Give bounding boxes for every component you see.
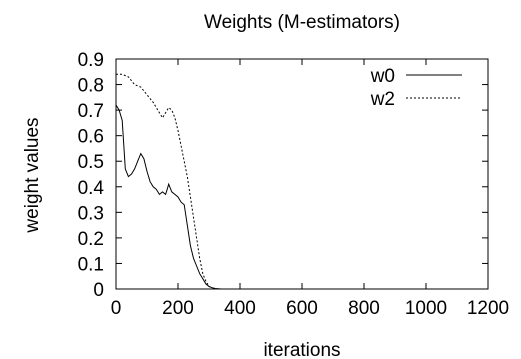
series-line-w0 <box>115 104 426 290</box>
x-tick-label: 0 <box>111 298 122 319</box>
x-tick-label: 600 <box>286 298 318 319</box>
x-tick-label: 400 <box>224 298 256 319</box>
x-tick-label: 800 <box>348 298 380 319</box>
x-axis-label: iterations <box>263 340 340 359</box>
legend-label-w2: w2 <box>370 89 395 110</box>
legend-label-w0: w0 <box>370 66 395 87</box>
y-tick-label: 0.2 <box>78 229 104 250</box>
y-tick-label: 0.9 <box>78 50 104 71</box>
y-tick-label: 0.8 <box>78 76 104 97</box>
y-tick-label: 0.7 <box>78 101 104 122</box>
x-tick-label: 1000 <box>405 298 447 319</box>
axis-ticks: 0 200 400 600 800 1000 1200 0 0.1 0.2 0.3 0.4 0.5 0.6… <box>78 50 510 319</box>
plot-frame <box>115 58 489 290</box>
x-tick-label: 1200 <box>467 298 509 319</box>
y-axis-label: weight values <box>22 117 43 233</box>
y-tick-label: 0.1 <box>78 254 104 275</box>
y-tick-label: 0.3 <box>78 203 104 224</box>
x-tick-label: 200 <box>162 298 194 319</box>
y-tick-label: 0.6 <box>78 127 104 148</box>
chart-title: Weights (M-estimators) <box>204 12 400 33</box>
y-tick-label: 0.5 <box>78 152 104 173</box>
series-line-w2 <box>116 73 426 290</box>
y-tick-label: 0.4 <box>78 178 105 199</box>
series-layer <box>115 73 426 290</box>
y-tick-label: 0 <box>93 280 104 301</box>
